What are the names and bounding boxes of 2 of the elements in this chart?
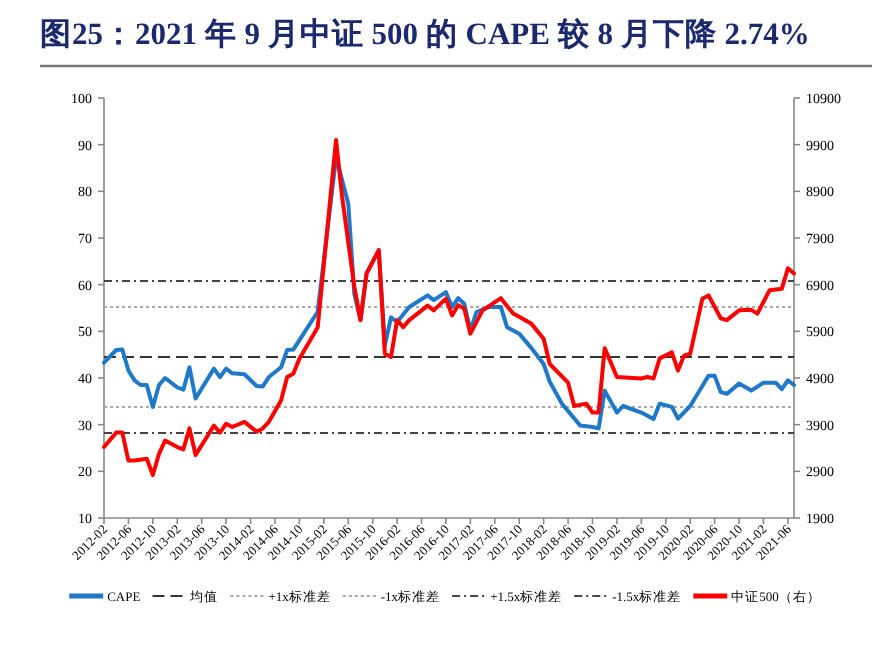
line-series bbox=[102, 138, 796, 478]
chart-title: 图25：2021 年 9 月中证 500 的 CAPE 较 8 月下降 2.74% bbox=[40, 16, 810, 52]
